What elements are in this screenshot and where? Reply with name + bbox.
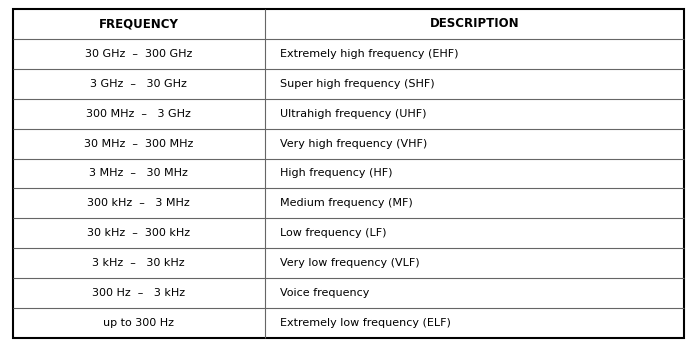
Text: Extremely high frequency (EHF): Extremely high frequency (EHF) — [280, 49, 459, 59]
Text: Extremely low frequency (ELF): Extremely low frequency (ELF) — [280, 318, 451, 328]
Text: Very low frequency (VLF): Very low frequency (VLF) — [280, 259, 420, 269]
Text: 30 MHz  –  300 MHz: 30 MHz – 300 MHz — [84, 138, 193, 149]
Text: High frequency (HF): High frequency (HF) — [280, 169, 392, 178]
Text: Super high frequency (SHF): Super high frequency (SHF) — [280, 78, 434, 88]
Text: 3 GHz  –   30 GHz: 3 GHz – 30 GHz — [90, 78, 187, 88]
Text: 300 kHz  –   3 MHz: 300 kHz – 3 MHz — [87, 198, 190, 209]
Text: 300 Hz  –   3 kHz: 300 Hz – 3 kHz — [92, 288, 185, 298]
Text: Medium frequency (MF): Medium frequency (MF) — [280, 198, 413, 209]
Text: Ultrahigh frequency (UHF): Ultrahigh frequency (UHF) — [280, 109, 427, 119]
Text: 3 kHz  –   30 kHz: 3 kHz – 30 kHz — [92, 259, 185, 269]
Text: 3 MHz  –   30 MHz: 3 MHz – 30 MHz — [89, 169, 188, 178]
Text: up to 300 Hz: up to 300 Hz — [103, 318, 174, 328]
Text: FREQUENCY: FREQUENCY — [98, 17, 178, 30]
Text: Very high frequency (VHF): Very high frequency (VHF) — [280, 138, 427, 149]
Text: 300 MHz  –   3 GHz: 300 MHz – 3 GHz — [86, 109, 191, 119]
Text: Voice frequency: Voice frequency — [280, 288, 369, 298]
Text: Low frequency (LF): Low frequency (LF) — [280, 228, 386, 238]
Text: DESCRIPTION: DESCRIPTION — [429, 17, 519, 30]
Text: 30 kHz  –  300 kHz: 30 kHz – 300 kHz — [87, 228, 190, 238]
Text: 30 GHz  –  300 GHz: 30 GHz – 300 GHz — [85, 49, 192, 59]
